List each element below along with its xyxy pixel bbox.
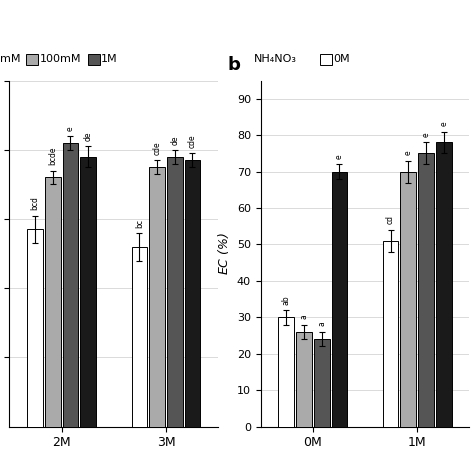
Bar	[81, 157, 96, 427]
Text: 1M: 1M	[101, 54, 118, 64]
Bar	[185, 160, 201, 427]
Text: e: e	[439, 121, 448, 126]
Bar	[278, 317, 294, 427]
Text: b: b	[228, 56, 240, 74]
Text: cd: cd	[386, 216, 395, 225]
Text: bcde: bcde	[48, 147, 57, 165]
Bar	[401, 172, 416, 427]
Text: a: a	[300, 314, 309, 319]
Y-axis label: $EC$ (%): $EC$ (%)	[216, 232, 231, 275]
Bar	[332, 172, 347, 427]
Text: mM: mM	[0, 54, 20, 64]
Text: e: e	[421, 132, 430, 137]
Bar	[45, 177, 61, 427]
Bar	[418, 154, 434, 427]
Text: NH₄NO₃: NH₄NO₃	[254, 54, 297, 64]
Text: bcd: bcd	[30, 196, 39, 210]
Bar	[167, 157, 182, 427]
Text: cde: cde	[188, 135, 197, 148]
Bar	[63, 143, 78, 427]
Bar	[436, 143, 452, 427]
Bar	[149, 167, 165, 427]
Text: e: e	[404, 151, 413, 155]
Bar	[383, 241, 398, 427]
Bar	[131, 246, 147, 427]
Bar	[296, 332, 312, 427]
Text: e: e	[66, 126, 75, 131]
Text: bc: bc	[135, 219, 144, 228]
Text: de: de	[170, 135, 179, 145]
Text: cde: cde	[153, 141, 162, 155]
Text: a: a	[317, 322, 326, 327]
Bar	[27, 229, 43, 427]
Bar	[314, 339, 329, 427]
Text: 100mM: 100mM	[39, 54, 81, 64]
Text: de: de	[84, 132, 93, 141]
Text: ab: ab	[282, 295, 291, 305]
Text: 0M: 0M	[333, 54, 350, 64]
Text: e: e	[335, 154, 344, 159]
